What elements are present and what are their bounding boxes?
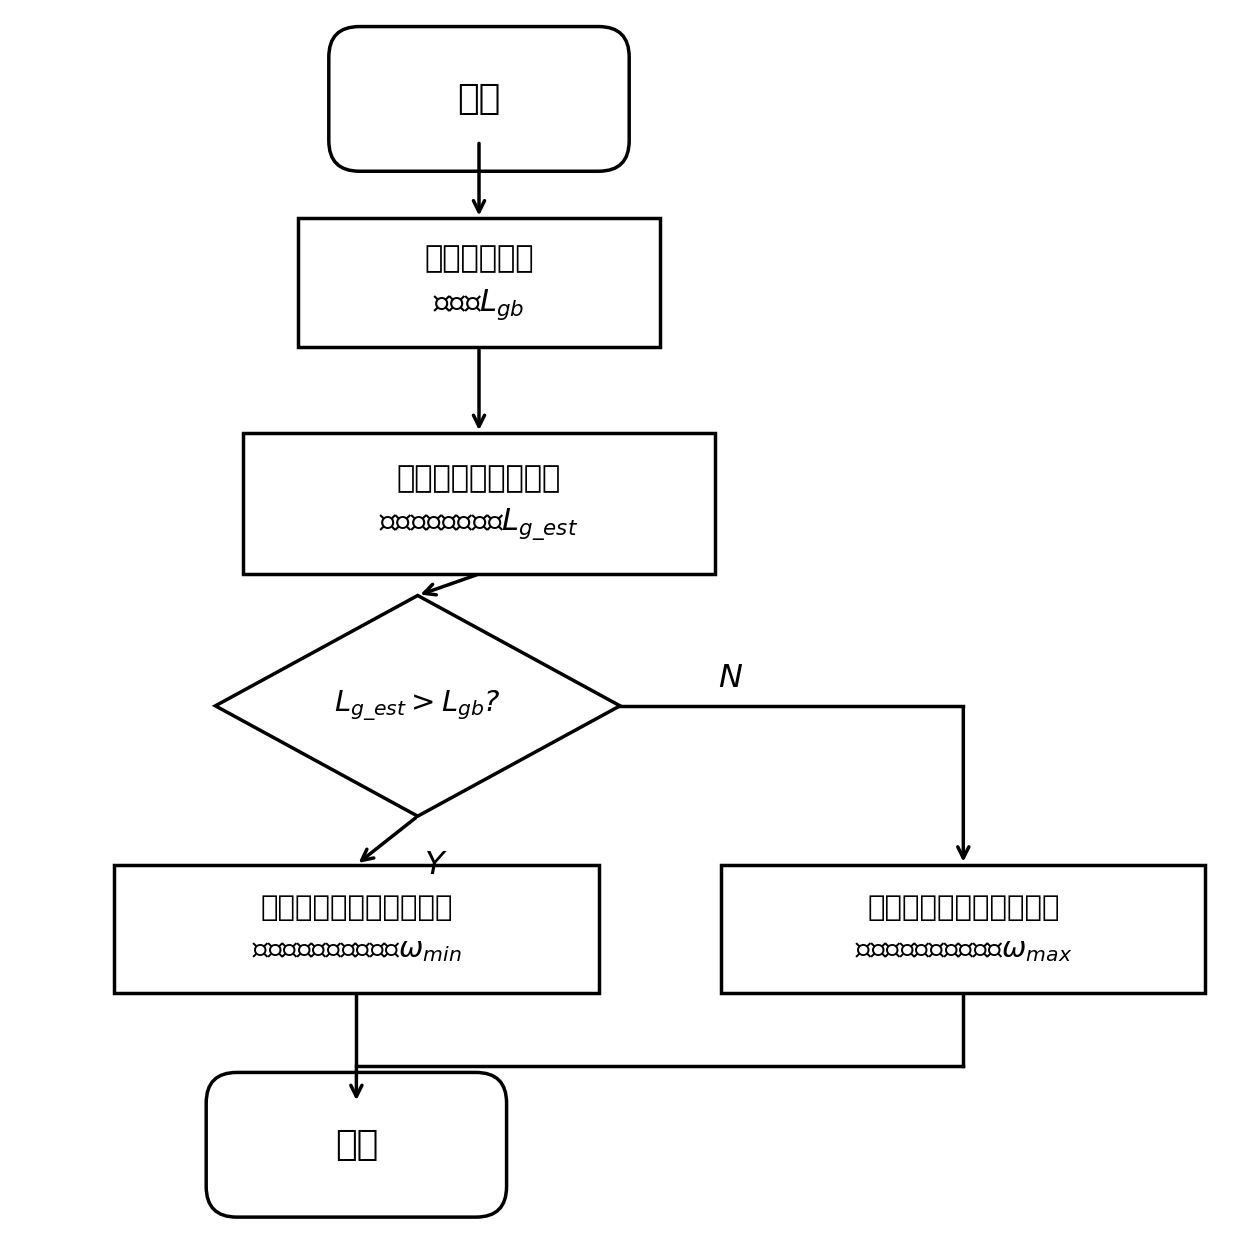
Bar	[114, 864, 599, 993]
Text: 设置电网电压前馈通道的
低通滤波器截止频率为$\omega_{min}$: 设置电网电压前馈通道的 低通滤波器截止频率为$\omega_{min}$	[252, 894, 461, 963]
FancyBboxPatch shape	[329, 26, 629, 171]
Text: $Y$: $Y$	[424, 849, 448, 880]
Text: 设置电网电压前馈通道的
低通滤波器截止频率为$\omega_{max}$: 设置电网电压前馈通道的 低通滤波器截止频率为$\omega_{max}$	[854, 894, 1071, 963]
Text: 设置电网阻抗
边界值$L_{gb}$: 设置电网阻抗 边界值$L_{gb}$	[424, 244, 533, 322]
Text: $L_{g\_est}$$>$$L_{gb}$?: $L_{g\_est}$$>$$L_{gb}$?	[335, 688, 501, 723]
Text: 结束: 结束	[335, 1127, 378, 1162]
Bar	[298, 218, 660, 347]
Bar	[243, 433, 715, 574]
Text: $N$: $N$	[718, 663, 743, 694]
Text: 开始: 开始	[458, 82, 501, 115]
Polygon shape	[216, 595, 620, 816]
Text: 启动电网阻抗辨识算
法，得到电网阻抗$L_{g\_est}$: 启动电网阻抗辨识算 法，得到电网阻抗$L_{g\_est}$	[379, 464, 579, 543]
FancyBboxPatch shape	[206, 1073, 507, 1218]
Bar	[722, 864, 1205, 993]
